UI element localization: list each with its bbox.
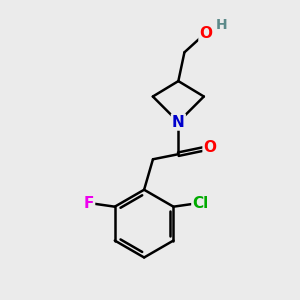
Text: Cl: Cl — [192, 196, 208, 211]
Text: O: O — [200, 26, 212, 41]
Text: N: N — [172, 115, 185, 130]
Text: O: O — [204, 140, 217, 155]
Text: F: F — [84, 196, 94, 211]
Text: H: H — [216, 18, 227, 32]
